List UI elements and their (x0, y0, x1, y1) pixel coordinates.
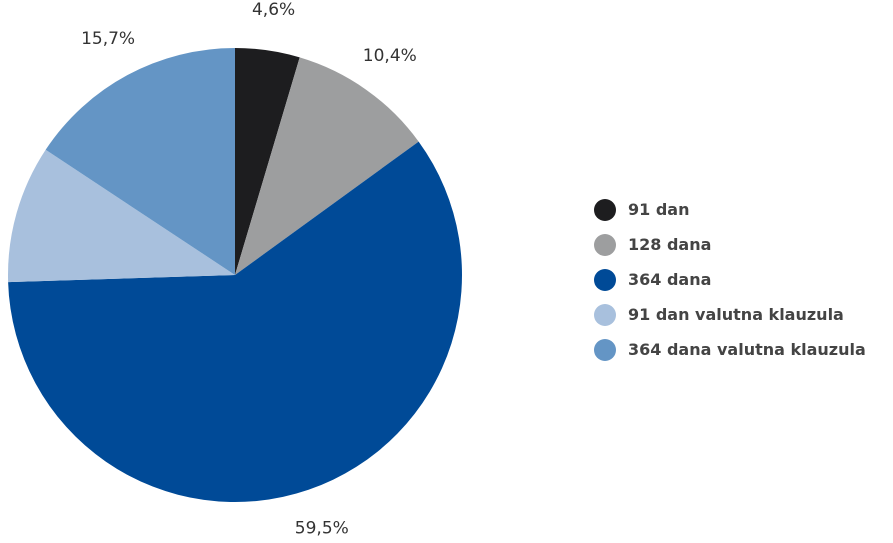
legend-label-4: 364 dana valutna klauzula (628, 340, 866, 359)
slice-value-label-1: 10,4% (363, 46, 417, 66)
legend: 91 dan 128 dana 364 dana 91 dan valutna kla… (594, 192, 866, 367)
pie-slice-2 (8, 141, 462, 502)
pie-slice-1 (235, 57, 419, 275)
legend-item-3: 91 dan valutna klauzula (594, 297, 866, 332)
slice-value-label-2: 59,5% (295, 519, 349, 539)
legend-swatch-1 (594, 233, 616, 256)
legend-item-4: 364 dana valutna klauzula (594, 332, 866, 367)
legend-swatch-3 (594, 303, 616, 326)
legend-label-3: 91 dan valutna klauzula (628, 305, 844, 324)
pie-slice-4 (45, 48, 235, 275)
pie-slice-0 (235, 48, 300, 275)
slice-value-label-4: 15,7% (81, 29, 135, 49)
slice-value-label-0: 4,6% (252, 0, 295, 20)
legend-label-2: 364 dana (628, 270, 712, 289)
legend-item-0: 91 dan (594, 192, 866, 227)
legend-swatch-2 (594, 268, 616, 291)
legend-item-1: 128 dana (594, 227, 866, 262)
legend-label-0: 91 dan (628, 200, 690, 219)
legend-swatch-4 (594, 338, 616, 361)
legend-label-1: 128 dana (628, 235, 712, 254)
pie-slice-3 (7, 149, 236, 283)
legend-item-2: 364 dana (594, 262, 866, 297)
legend-swatch-0 (594, 198, 616, 221)
